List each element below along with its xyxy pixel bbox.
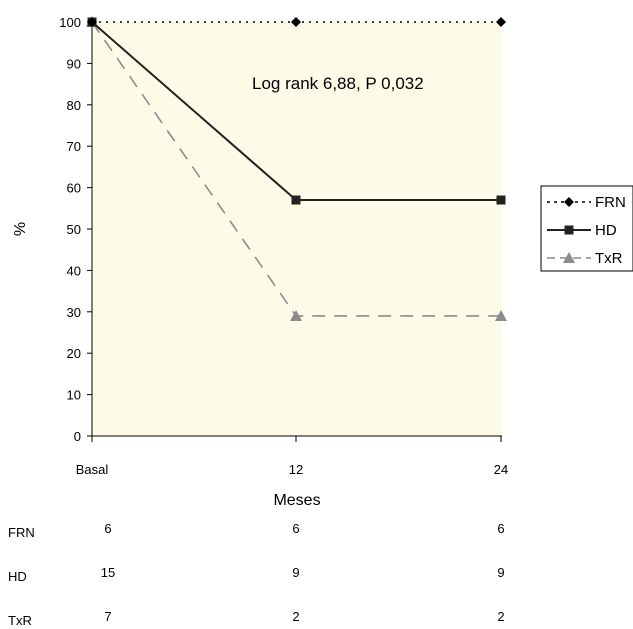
y-tick-label: 100: [59, 15, 81, 30]
x-axis-title: Meses: [273, 492, 320, 509]
data-point: [496, 17, 506, 27]
legend-box: [540, 185, 633, 272]
data-point: [495, 309, 507, 321]
table-row-label: HD: [8, 569, 27, 584]
data-point: [291, 17, 301, 27]
x-tick-label: 12: [289, 462, 303, 477]
y-tick-label: 10: [67, 388, 81, 403]
table-row-label: TxR: [8, 613, 32, 628]
y-axis-title: %: [12, 222, 29, 236]
y-tick-label: 80: [67, 98, 81, 113]
y-axis-ticks: 0 10 20 30 40 50 60 70 80 90 100: [59, 15, 92, 444]
data-point: [291, 195, 301, 205]
y-tick-label: 40: [67, 263, 81, 278]
y-tick-label: 70: [67, 139, 81, 154]
y-tick-label: 0: [74, 429, 81, 444]
table-cell: 6: [292, 521, 299, 536]
log-rank-annotation: Log rank 6,88, P 0,032: [252, 74, 424, 93]
at-risk-table: FRN 6 6 6 HD 15 9 9 TxR 7 2 2: [8, 521, 505, 628]
legend-label: FRN: [595, 194, 626, 211]
data-point: [290, 309, 302, 321]
table-cell: 6: [104, 521, 111, 536]
x-tick-label: Basal: [76, 462, 109, 477]
table-cell: 9: [292, 565, 299, 580]
x-axis-ticks: Basal 12 24: [76, 436, 508, 477]
plot-area: [92, 22, 502, 436]
series-group: [86, 16, 507, 321]
y-tick-label: 60: [67, 181, 81, 196]
table-cell: 6: [497, 521, 504, 536]
table-cell: 7: [104, 609, 111, 624]
legend-marker: [564, 197, 574, 207]
legend-label: HD: [595, 222, 617, 239]
table-cell: 2: [497, 609, 504, 624]
table-cell: 2: [292, 609, 299, 624]
legend-marker: [564, 225, 574, 235]
legend: FRN HD TxR: [540, 185, 633, 272]
legend-label: TxR: [595, 250, 623, 267]
data-point: [496, 195, 506, 205]
y-tick-label: 30: [67, 305, 81, 320]
y-tick-label: 50: [67, 222, 81, 237]
table-cell: 9: [497, 565, 504, 580]
y-tick-label: 90: [67, 56, 81, 71]
legend-marker: [563, 252, 575, 263]
y-tick-label: 20: [67, 346, 81, 361]
table-cell: 15: [101, 565, 115, 580]
data-point: [87, 17, 97, 27]
x-tick-label: 24: [494, 462, 508, 477]
table-row-label: FRN: [8, 525, 35, 540]
series-frn: [87, 17, 506, 27]
